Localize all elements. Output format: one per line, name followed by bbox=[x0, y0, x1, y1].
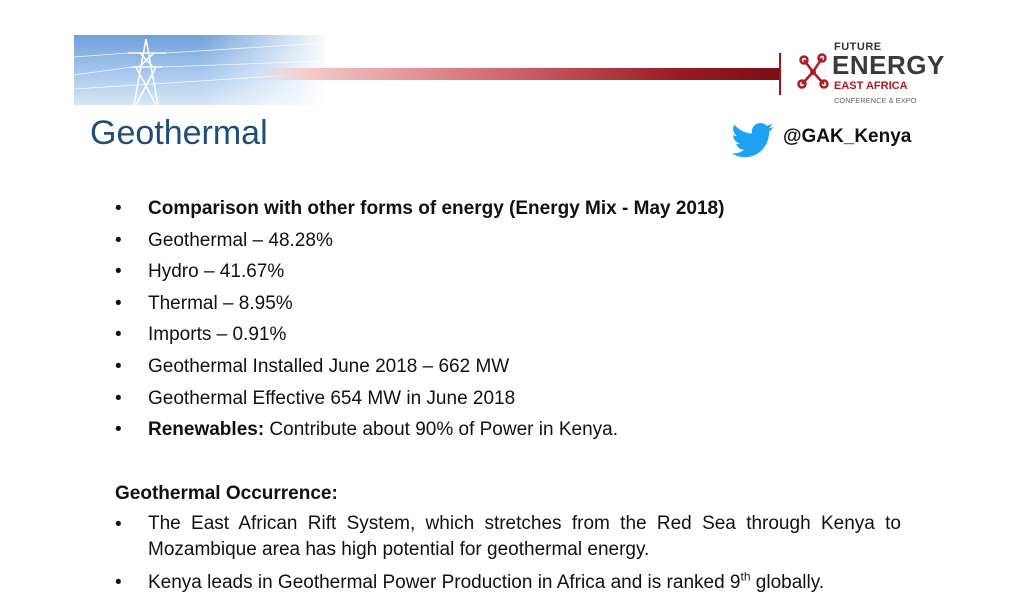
bullet-item: • Imports – 0.91% bbox=[115, 319, 901, 351]
bullet-marker: • bbox=[115, 387, 122, 409]
twitter-handle: @GAK_Kenya bbox=[783, 126, 912, 147]
bullet-item: • Geothermal Installed June 2018 – 662 M… bbox=[115, 351, 901, 383]
bullet-text: Thermal – 8.95% bbox=[148, 292, 293, 314]
logo-future-text: FUTURE bbox=[834, 41, 882, 53]
twitter-bird-icon bbox=[731, 123, 774, 158]
bullet-marker: • bbox=[115, 198, 122, 219]
rift-line-2: Mozambique area has high potential for g… bbox=[148, 539, 650, 561]
bullet-item: • Geothermal – 48.28% bbox=[115, 225, 901, 257]
network-nodes-icon bbox=[797, 53, 829, 89]
bullet-text: Hydro – 41.67% bbox=[148, 261, 285, 283]
bullet-text: Imports – 0.91% bbox=[148, 324, 287, 346]
bullet-text: Geothermal Installed June 2018 – 662 MW bbox=[148, 355, 510, 377]
bullet-item: • Thermal – 8.95% bbox=[115, 288, 901, 320]
bullet-marker: • bbox=[115, 514, 122, 536]
bullet-item: • The East African Rift System, which st… bbox=[115, 509, 901, 567]
bullet-text: Geothermal – 48.28% bbox=[148, 229, 333, 251]
logo-east-africa-text: EAST AFRICA bbox=[834, 80, 908, 92]
bullet-item: • Geothermal Effective 654 MW in June 20… bbox=[115, 383, 901, 415]
logo-conference-text: CONFERENCE & EXPO bbox=[834, 96, 917, 105]
bullet-item: • Hydro – 41.67% bbox=[115, 256, 901, 288]
spacer bbox=[115, 446, 901, 478]
page-title: Geothermal bbox=[90, 114, 268, 152]
occurrence-heading: Geothermal Occurrence: bbox=[115, 482, 338, 504]
bullet-bold-text: Comparison with other forms of energy (E… bbox=[148, 198, 725, 219]
ranking-superscript: th bbox=[740, 570, 751, 585]
bullet-marker: • bbox=[115, 261, 122, 283]
bullet-marker: • bbox=[115, 355, 122, 377]
bullet-item: • Kenya leads in Geothermal Power Produc… bbox=[115, 567, 901, 599]
bullet-text: Geothermal Effective 654 MW in June 2018 bbox=[148, 387, 516, 409]
rift-line-1: The East African Rift System, which stre… bbox=[148, 513, 901, 535]
logo-energy-text: ENERGY bbox=[832, 50, 945, 80]
future-energy-logo: FUTURE ENERGY EAST AFRICA CONFERENCE & E… bbox=[792, 40, 945, 110]
bullet-item: • Renewables: Contribute about 90% of Po… bbox=[115, 414, 901, 446]
bullet-marker: • bbox=[115, 292, 122, 314]
ranking-text: Kenya leads in Geothermal Power Producti… bbox=[148, 572, 741, 594]
bullet-bold-text: Renewables: bbox=[148, 419, 265, 441]
bullet-marker: • bbox=[115, 572, 122, 594]
bullet-marker: • bbox=[115, 324, 122, 346]
bullet-marker: • bbox=[115, 419, 122, 441]
slide-content: • Comparison with other forms of energy … bbox=[115, 193, 901, 599]
logo-separator bbox=[779, 53, 781, 95]
ranking-text-end: globally. bbox=[750, 572, 825, 594]
header-red-bar bbox=[258, 68, 781, 80]
bullet-marker: • bbox=[115, 229, 122, 251]
bullet-item: • Comparison with other forms of energy … bbox=[115, 193, 901, 225]
bullet-text: Contribute about 90% of Power in Kenya. bbox=[264, 419, 618, 441]
